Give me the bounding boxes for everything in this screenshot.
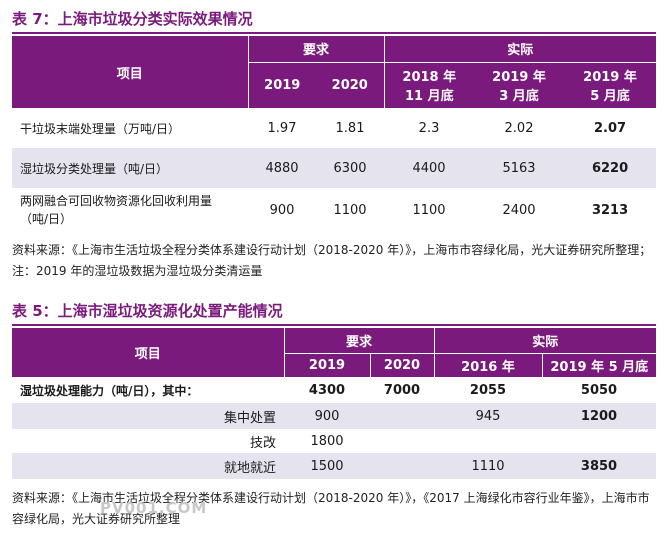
table5-header-year: 2019: [283, 353, 370, 377]
cell-value: 900: [284, 403, 370, 429]
cell-value: 1500: [284, 453, 370, 479]
row-label: 湿垃圾处理能力（吨/日），其中：: [20, 383, 199, 398]
table5-header-required: 要求: [283, 328, 435, 354]
cell-value: [370, 453, 435, 479]
table5-header-actual: 实际: [433, 328, 657, 354]
row-label: 两网融合可回收物资源化回收利用量（吨/日）: [20, 194, 213, 226]
row-label: 集中处置: [12, 403, 284, 429]
cell-value: [434, 429, 542, 453]
cell-value: [370, 403, 435, 429]
table-row: 湿垃圾处理能力（吨/日），其中： 4300 7000 2055 5050: [12, 377, 656, 403]
row-label: 干垃圾末端处理量（万吨/日）: [20, 121, 181, 136]
table7-title-rule: [12, 32, 656, 34]
table5-header-year: 2020: [369, 353, 435, 377]
cell-value: 1200: [542, 403, 657, 429]
table7-header-period: 2018 年 11 月底: [383, 62, 475, 108]
cell-value: 2055: [469, 382, 507, 398]
cell-value: 5050: [580, 382, 618, 398]
cell-value: 5163: [474, 148, 565, 188]
cell-value: 945: [434, 403, 543, 429]
table-row: 集中处置 900 945 1200: [12, 403, 657, 429]
cell-value: 900: [269, 202, 295, 218]
row-label: 就地就近: [12, 453, 284, 479]
cell-value: 3213: [591, 202, 629, 218]
table7-header-item: 项目: [12, 36, 248, 108]
cell-value: [370, 429, 434, 453]
table5-title: 表 5：上海市湿垃圾资源化处置产能情况: [12, 302, 283, 320]
cell-value: 2400: [502, 202, 536, 218]
row-label: 技改: [249, 435, 276, 451]
cell-value: 1110: [434, 453, 543, 479]
cell-value: 1.81: [335, 120, 365, 136]
row-label: 湿垃圾分类处理量（吨/日）: [12, 148, 248, 188]
cell-value: 1800: [310, 433, 344, 449]
cell-value: 1100: [412, 202, 446, 218]
cell-value: 4880: [248, 148, 316, 188]
table7-header-year: 2019: [247, 62, 316, 108]
cell-value: 4300: [308, 382, 346, 398]
table7-header-year: 2020: [316, 62, 385, 108]
table5-header-item: 项目: [12, 328, 284, 377]
cell-value: 2.02: [504, 120, 534, 136]
cell-value: 6300: [316, 148, 385, 188]
table7-header-actual: 实际: [383, 36, 657, 63]
cell-value: 6220: [564, 148, 657, 188]
table-row: 两网融合可回收物资源化回收利用量（吨/日） 900 1100 1100 2400…: [12, 188, 656, 232]
table-row: 干垃圾末端处理量（万吨/日） 1.97 1.81 2.3 2.02 2.07: [12, 108, 656, 148]
table5-source-note: 资料来源：《上海市生活垃圾全程分类体系建设行动计划（2018-2020 年）》，…: [12, 491, 650, 526]
table5-header-period: 2016 年: [433, 353, 543, 377]
table5: 项目 要求 实际 2019 2020 2016 年 2019 年 5 月底 湿垃…: [12, 328, 657, 479]
table7-header-period: 2019 年 3 月底: [474, 62, 565, 108]
table5-header-period: 2019 年 5 月底: [541, 353, 657, 377]
cell-value: 4400: [384, 148, 475, 188]
cell-value: 3850: [542, 453, 657, 479]
table-row: 技改 1800: [12, 429, 656, 453]
table7-source-note: 资料来源：《上海市生活垃圾全程分类体系建设行动计划（2018-2020 年）》，…: [12, 243, 652, 278]
cell-value: 2.3: [418, 120, 440, 136]
table7: 项目 要求 实际 2019 2020 2018 年 11 月底 2019 年 3…: [12, 36, 657, 232]
table7-title: 表 7：上海市垃圾分类实际效果情况: [12, 10, 253, 28]
cell-value: 1100: [333, 202, 367, 218]
table5-title-rule: [12, 324, 656, 326]
cell-value: 7000: [383, 382, 421, 398]
cell-value: [542, 429, 656, 453]
cell-value: 2.07: [593, 120, 627, 136]
table7-header-required: 要求: [247, 36, 385, 63]
table-row: 湿垃圾分类处理量（吨/日） 4880 6300 4400 5163 6220: [12, 148, 657, 188]
table7-header-period: 2019 年 5 月底: [564, 62, 657, 108]
cell-value: 1.97: [267, 120, 297, 136]
table-row: 就地就近 1500 1110 3850: [12, 453, 657, 479]
watermark: PV001.COM: [100, 499, 208, 517]
